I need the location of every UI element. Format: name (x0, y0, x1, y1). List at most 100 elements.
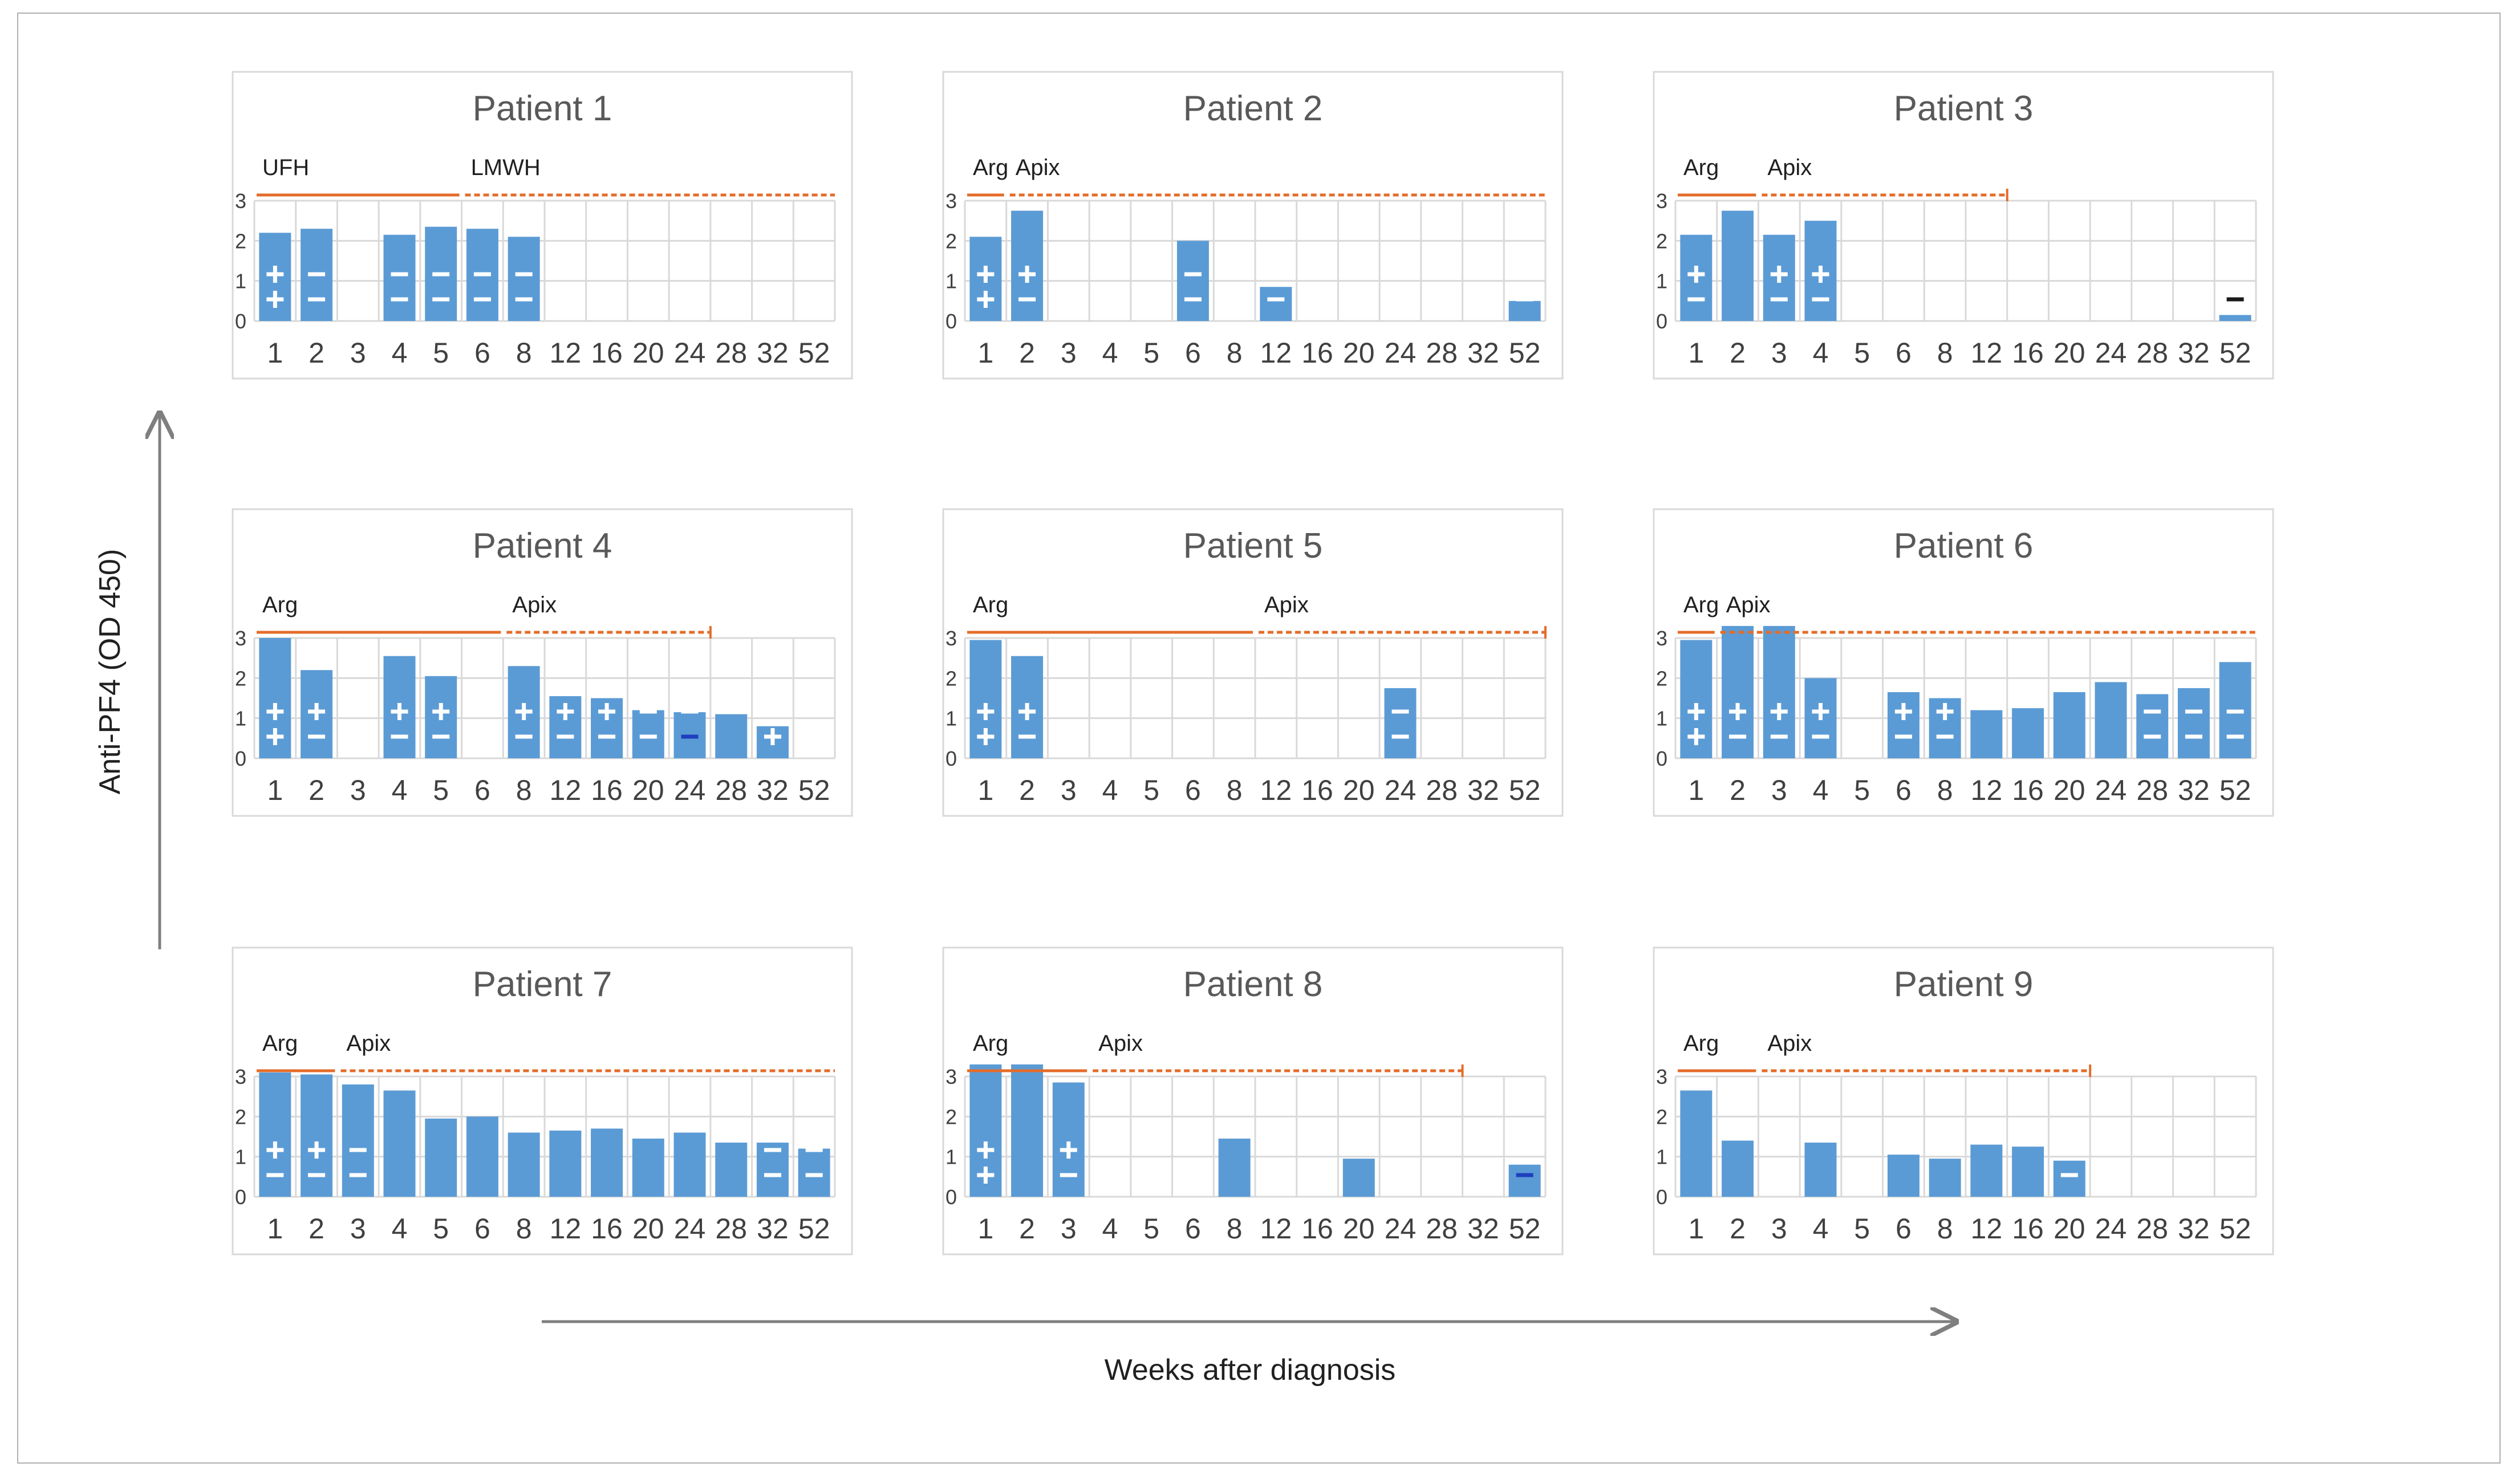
x-tick-label: 4 (1102, 1213, 1118, 1245)
panel-border (232, 71, 853, 380)
negative-marker (1184, 272, 1202, 277)
bar (1804, 1143, 1837, 1197)
x-tick-label: 24 (2095, 1213, 2127, 1245)
treatment-label: Arg (973, 592, 1008, 617)
x-tick-label: 12 (1971, 774, 2003, 806)
x-tick-label: 8 (516, 337, 532, 369)
panel-border (1653, 508, 2274, 817)
x-tick-label: 2 (1019, 1213, 1035, 1245)
negative-marker (391, 272, 408, 277)
x-tick-label: 5 (1143, 774, 1159, 806)
bar (1508, 300, 1541, 321)
x-tick-label: 28 (1426, 1213, 1458, 1245)
x-tick-label: 28 (1426, 774, 1458, 806)
x-tick-label: 20 (632, 337, 664, 369)
x-tick-label: 8 (516, 1213, 532, 1245)
x-tick-label: 5 (433, 774, 449, 806)
negative-marker (432, 297, 450, 302)
x-tick-label: 2 (1730, 1213, 1746, 1245)
negative-marker (2226, 297, 2244, 302)
treatment-label: Arg (1683, 155, 1719, 180)
negative-marker (1516, 297, 1533, 302)
x-tick-label: 3 (1061, 1213, 1077, 1245)
x-tick-label: 20 (632, 1213, 664, 1245)
y-tick-label: 2 (945, 229, 957, 253)
x-tick-label: 5 (433, 1213, 449, 1245)
bar (2053, 1160, 2085, 1197)
panel-title: Patient 1 (473, 89, 612, 128)
x-axis-label: Weeks after diagnosis (1105, 1354, 1396, 1387)
y-tick-label: 2 (235, 229, 246, 253)
bar (1970, 710, 2003, 758)
bar (508, 237, 540, 321)
positive-marker (1025, 266, 1029, 283)
positive-marker (1901, 703, 1906, 720)
panel-border (942, 71, 1564, 380)
bar (1680, 1090, 1713, 1197)
x-tick-label: 12 (550, 1213, 582, 1245)
x-tick-label: 3 (1771, 774, 1787, 806)
x-tick-label: 3 (1061, 774, 1077, 806)
negative-marker (639, 709, 657, 714)
x-tick-label: 24 (674, 1213, 706, 1245)
y-tick-label: 2 (1656, 667, 1667, 690)
panel-title: Patient 8 (1183, 965, 1323, 1004)
y-tick-label: 0 (235, 310, 246, 333)
y-tick-label: 0 (945, 310, 957, 333)
y-tick-label: 2 (235, 1105, 246, 1128)
y-tick-label: 0 (1656, 747, 1667, 770)
bar (2012, 708, 2044, 758)
x-tick-label: 4 (392, 774, 408, 806)
x-tick-label: 52 (798, 774, 830, 806)
treatment-label: UFH (262, 155, 309, 180)
x-tick-label: 6 (1185, 337, 1201, 369)
x-tick-label: 8 (1227, 337, 1243, 369)
treatment-label: Apix (1726, 592, 1771, 617)
x-tick-label: 4 (1813, 774, 1829, 806)
x-tick-label: 16 (591, 774, 623, 806)
negative-marker (473, 297, 491, 302)
positive-marker (1819, 703, 1823, 720)
y-tick-label: 1 (235, 270, 246, 293)
treatment-label: Apix (512, 592, 557, 617)
x-tick-label: 2 (309, 1213, 324, 1245)
bar (1722, 1140, 1754, 1197)
y-tick-label: 0 (1656, 1185, 1667, 1209)
panel-title: Patient 9 (1894, 965, 2034, 1004)
x-tick-label: 28 (1426, 337, 1458, 369)
negative-marker (1267, 297, 1285, 302)
positive-marker (273, 291, 277, 308)
negative-marker (2226, 734, 2244, 739)
y-axis-label: Anti-PF4 (OD 450) (94, 549, 127, 795)
bar (425, 1118, 457, 1197)
treatment-label: Arg (1683, 1031, 1719, 1056)
x-tick-label: 1 (1688, 774, 1704, 806)
treatment-label: Apix (1098, 1031, 1143, 1056)
negative-marker (764, 1173, 781, 1177)
x-tick-label: 4 (1102, 774, 1118, 806)
bar (715, 1143, 748, 1197)
x-tick-label: 4 (1813, 337, 1829, 369)
x-tick-label: 28 (2136, 774, 2168, 806)
negative-marker (1729, 734, 1747, 739)
y-tick-label: 1 (1656, 270, 1667, 293)
positive-marker (983, 266, 988, 283)
negative-marker (2060, 1173, 2078, 1177)
positive-marker (314, 703, 319, 720)
x-tick-label: 8 (1937, 337, 1953, 369)
positive-marker (983, 1167, 988, 1184)
panel-border (1653, 946, 2274, 1255)
bar (383, 234, 416, 321)
negative-marker (639, 734, 657, 739)
x-tick-label: 32 (1467, 1213, 1499, 1245)
x-tick-label: 1 (267, 774, 283, 806)
x-tick-label: 52 (798, 1213, 830, 1245)
treatment-label: Arg (973, 1031, 1008, 1056)
y-tick-label: 2 (235, 667, 246, 690)
